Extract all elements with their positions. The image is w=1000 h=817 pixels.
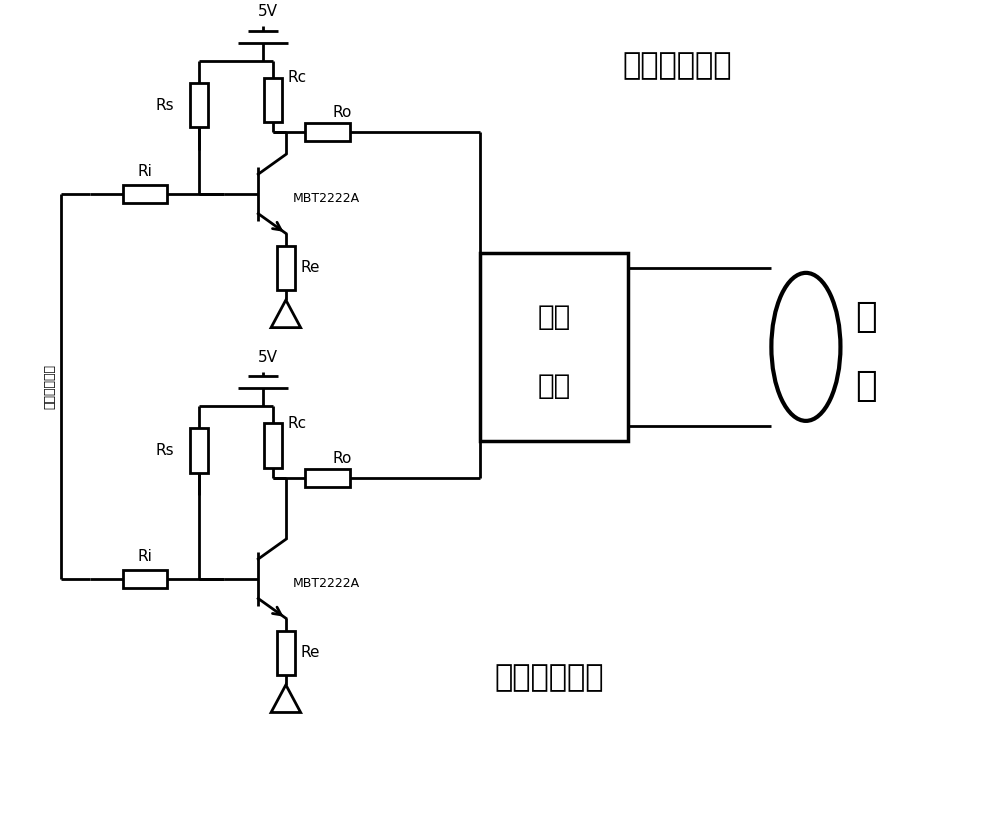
Text: Re: Re xyxy=(301,645,320,660)
Text: Rc: Rc xyxy=(288,70,307,85)
FancyBboxPatch shape xyxy=(264,423,282,468)
FancyBboxPatch shape xyxy=(277,631,295,675)
Text: Ri: Ri xyxy=(137,549,152,564)
Text: MBT2222A: MBT2222A xyxy=(293,192,360,205)
Text: Rc: Rc xyxy=(288,416,307,431)
Ellipse shape xyxy=(771,273,840,421)
Text: Ro: Ro xyxy=(332,105,352,120)
Text: 前置放大電路: 前置放大電路 xyxy=(495,663,604,692)
Text: 差分信號輸入: 差分信號輸入 xyxy=(43,364,56,408)
Text: 前置放大電路: 前置放大電路 xyxy=(623,51,732,80)
Text: 天: 天 xyxy=(855,301,877,334)
Text: Ri: Ri xyxy=(137,164,152,179)
Text: 匹配: 匹配 xyxy=(538,303,571,331)
FancyBboxPatch shape xyxy=(123,185,167,203)
Text: 網絡: 網絡 xyxy=(538,373,571,400)
Text: Rs: Rs xyxy=(156,443,174,458)
FancyBboxPatch shape xyxy=(277,246,295,290)
FancyBboxPatch shape xyxy=(305,123,350,141)
Text: 5V: 5V xyxy=(258,4,278,20)
Text: Ro: Ro xyxy=(332,451,352,466)
Polygon shape xyxy=(271,300,301,328)
Bar xyxy=(480,253,628,440)
Text: Re: Re xyxy=(301,261,320,275)
Text: 線: 線 xyxy=(855,369,877,404)
Polygon shape xyxy=(271,685,301,712)
FancyBboxPatch shape xyxy=(305,469,350,486)
Text: 5V: 5V xyxy=(258,350,278,364)
FancyBboxPatch shape xyxy=(190,428,208,473)
FancyBboxPatch shape xyxy=(264,78,282,123)
FancyBboxPatch shape xyxy=(190,83,208,127)
Text: MBT2222A: MBT2222A xyxy=(293,577,360,590)
Text: Rs: Rs xyxy=(156,97,174,113)
FancyBboxPatch shape xyxy=(123,570,167,587)
